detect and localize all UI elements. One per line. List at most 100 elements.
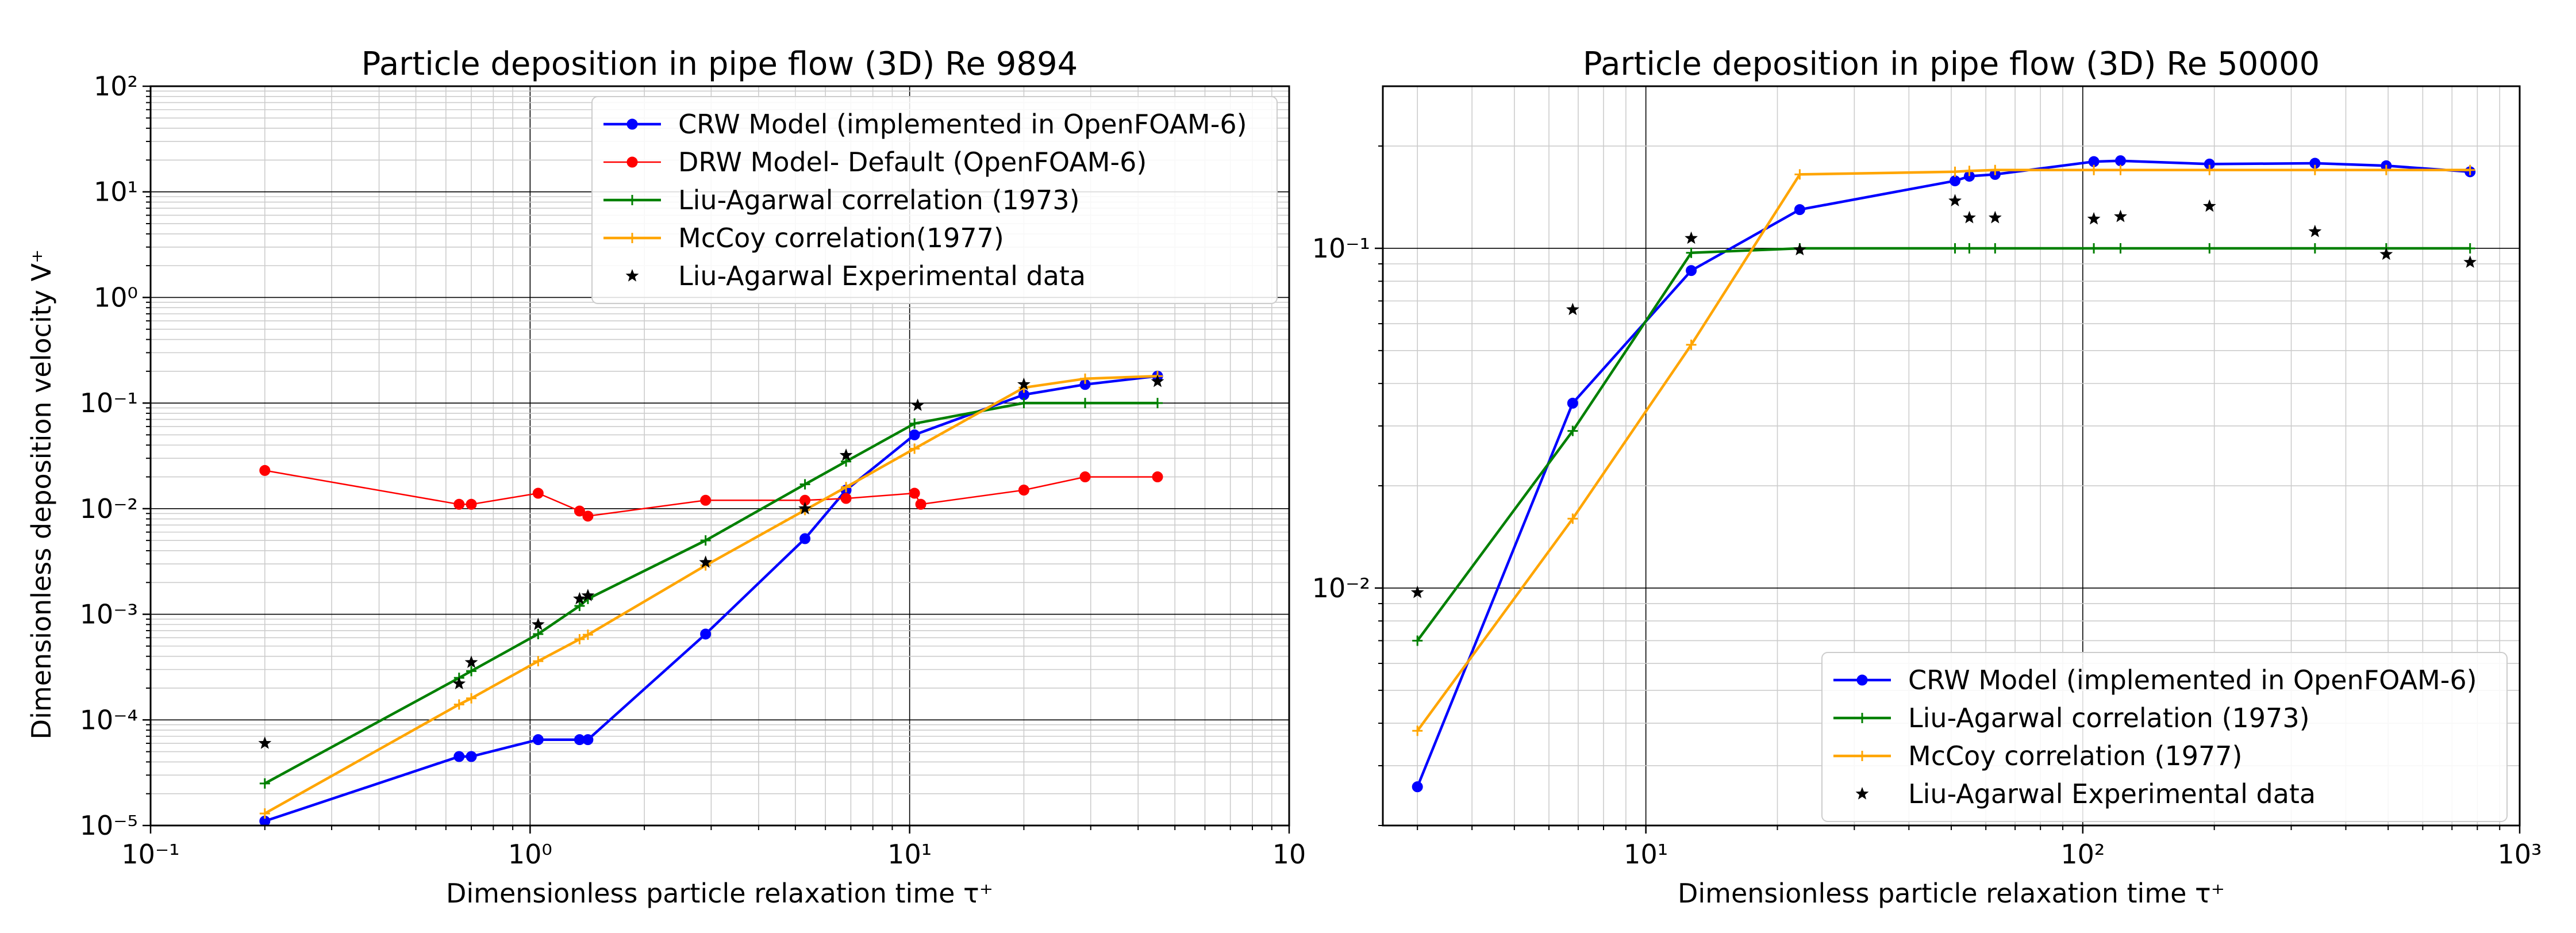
y-tick-label: 10²	[94, 71, 138, 102]
legend-entry: DRW Model- Default (OpenFOAM-6)	[603, 147, 1147, 178]
data-point	[574, 601, 585, 612]
legend: CRW Model (implemented in OpenFOAM-6) Liu…	[1821, 652, 2508, 822]
x-axis-label: Dimensionless particle relaxation time τ…	[446, 878, 993, 909]
data-point	[2308, 224, 2322, 237]
legend-marker	[626, 118, 638, 130]
chart-title: Particle deposition in pipe flow (3D) Re…	[1583, 45, 2320, 83]
data-point	[700, 494, 712, 506]
data-point	[2114, 209, 2127, 222]
legend-label: CRW Model (implemented in OpenFOAM-6)	[1908, 665, 2477, 696]
data-point	[911, 398, 925, 411]
data-point	[2463, 255, 2477, 268]
data-point	[2115, 243, 2126, 254]
data-point	[1964, 166, 1975, 176]
legend-marker	[1857, 751, 1867, 761]
data-point	[799, 533, 811, 544]
x-tick-label: 10	[1272, 839, 1306, 870]
y-tick-label: 10⁻⁵	[80, 810, 138, 841]
legend-label: McCoy correlation (1977)	[1908, 740, 2243, 771]
legend-label: Liu-Agarwal correlation (1973)	[678, 185, 1080, 216]
legend-label: Liu-Agarwal correlation (1973)	[1908, 702, 2310, 734]
data-point	[532, 734, 544, 746]
data-point	[533, 656, 544, 667]
chart-panel-re-50000: 10¹ 10² 10³ 10⁻² 10⁻¹ Particle deposition in…	[1312, 45, 2542, 909]
data-point	[1412, 781, 1423, 793]
data-point	[1686, 247, 1697, 258]
y-tick-label: 10⁻²	[1312, 573, 1370, 604]
data-point	[531, 617, 545, 631]
data-point	[2309, 164, 2320, 175]
legend-entry: Liu-Agarwal correlation (1973)	[603, 185, 1080, 216]
data-point	[2114, 155, 2126, 167]
data-point	[1948, 194, 1962, 206]
data-point	[1686, 339, 1697, 350]
data-point	[799, 479, 810, 490]
series-3	[259, 371, 1163, 819]
data-point	[1990, 243, 2001, 254]
legend-marker	[1857, 713, 1867, 723]
legend-marker	[1856, 674, 1868, 686]
legend-entry: CRW Model (implemented in OpenFOAM-6)	[603, 109, 1247, 140]
data-point	[1151, 374, 1164, 387]
data-point	[582, 734, 594, 746]
legend-marker	[626, 156, 638, 168]
data-point	[1152, 471, 1163, 483]
data-point	[464, 655, 478, 668]
data-point	[581, 589, 595, 601]
data-point	[2204, 243, 2215, 254]
data-point	[2089, 164, 2100, 175]
legend-label: CRW Model (implemented in OpenFOAM-6)	[678, 109, 1247, 140]
series-line	[264, 470, 1158, 517]
chart-title: Particle deposition in pipe flow (3D) Re…	[362, 45, 1078, 83]
data-point	[466, 751, 477, 762]
data-point	[453, 699, 464, 710]
data-point	[1567, 425, 1578, 436]
legend-marker	[627, 233, 637, 243]
data-point	[1412, 725, 1423, 736]
legend-label: Liu-Agarwal Experimental data	[678, 260, 1086, 291]
legend-marker	[1855, 787, 1869, 800]
data-point	[1412, 635, 1423, 646]
series-2	[1412, 164, 2475, 736]
data-point	[2379, 247, 2393, 260]
data-point	[915, 498, 926, 510]
data-point	[1018, 485, 1029, 496]
data-point	[259, 808, 270, 819]
data-point	[2089, 243, 2100, 254]
data-point	[573, 592, 586, 605]
y-tick-label: 10⁻¹	[1312, 233, 1370, 264]
legend-marker	[625, 269, 639, 282]
legend-label: McCoy correlation(1977)	[678, 222, 1004, 254]
y-axis-label: Dimensionless deposition velocity V⁺	[26, 249, 57, 740]
data-point	[1964, 243, 1975, 254]
data-point	[1567, 513, 1578, 524]
legend-entry: McCoy correlation (1977)	[1833, 740, 2243, 771]
data-point	[1080, 398, 1090, 409]
data-point	[1079, 471, 1091, 483]
legend-entry: CRW Model (implemented in OpenFOAM-6)	[1833, 665, 2477, 696]
plot-frame	[149, 85, 1290, 827]
data-point	[2381, 164, 2392, 175]
data-point	[700, 628, 712, 640]
data-point	[532, 487, 544, 499]
data-point	[466, 498, 477, 510]
data-point	[574, 505, 585, 517]
series-4	[258, 374, 1164, 749]
data-point	[1686, 265, 1697, 277]
legend-marker	[627, 195, 637, 205]
y-tick-label: 10⁻²	[80, 493, 138, 524]
data-point	[2087, 212, 2101, 225]
y-tick-label: 10⁻¹	[80, 387, 138, 418]
legend-label: DRW Model- Default (OpenFOAM-6)	[678, 147, 1147, 178]
legend-box	[1821, 652, 2508, 822]
y-tick-label: 10⁰	[94, 282, 138, 313]
data-point	[2464, 164, 2475, 175]
x-tick-label: 10³	[2498, 839, 2542, 870]
y-tick-label: 10¹	[94, 176, 138, 208]
data-point	[2115, 164, 2126, 175]
data-point	[1988, 210, 2002, 224]
data-point	[453, 498, 465, 510]
data-point	[466, 693, 477, 704]
series-2	[259, 398, 1163, 789]
